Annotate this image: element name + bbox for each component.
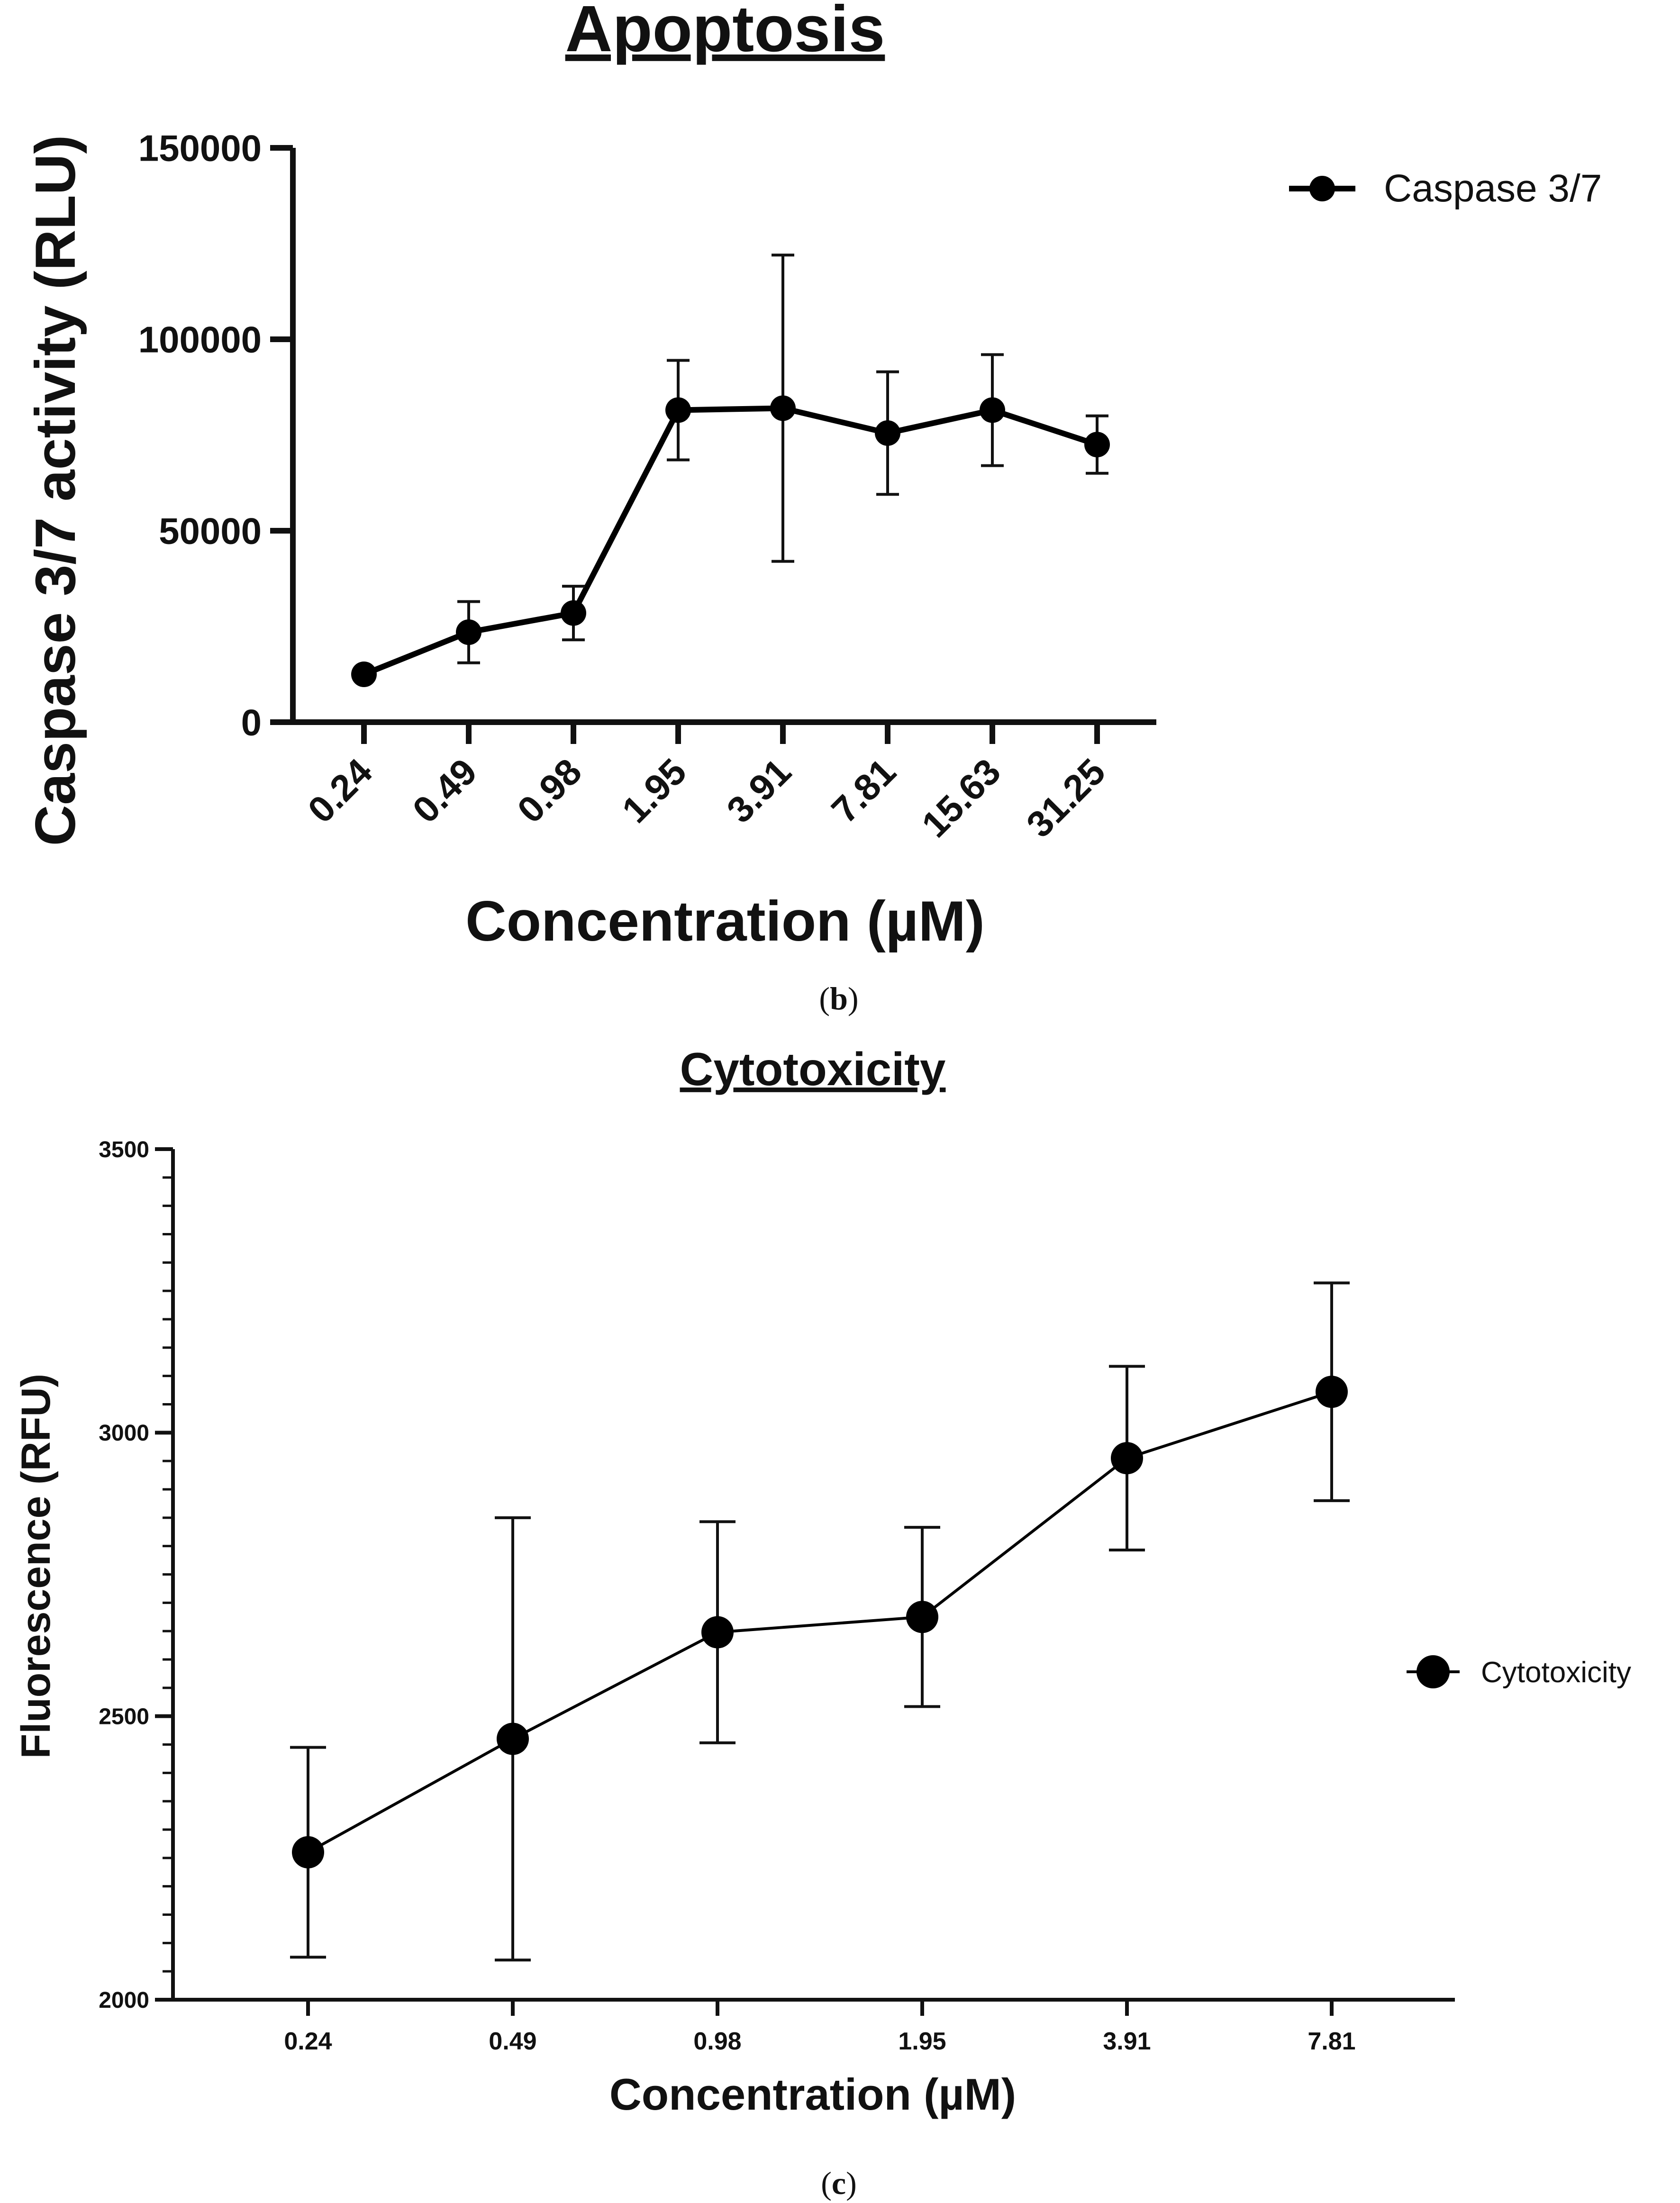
x-tick-label: 0.98 <box>509 751 590 831</box>
x-tick-label: 0.98 <box>693 2028 741 2055</box>
apoptosis-legend: Caspase 3/7 <box>1289 167 1602 210</box>
series-line <box>307 1390 1332 1854</box>
y-tick-label: 2000 <box>99 1988 149 2013</box>
data-point <box>906 1601 938 1633</box>
apoptosis-chart: Apoptosis Caspase 3/7 activity (RLU) Con… <box>24 0 1602 1016</box>
x-tick-label: 31.25 <box>1018 751 1113 845</box>
cytotoxicity-title: Cytotoxicity <box>680 1043 946 1095</box>
data-point <box>980 397 1005 423</box>
cytotoxicity-y-ticks: 2000 2500 3000 3500 <box>99 1137 173 2013</box>
x-tick-label: 1.95 <box>898 2028 946 2055</box>
data-point <box>1316 1376 1348 1408</box>
x-tick-label: 15.63 <box>914 751 1008 845</box>
y-tick-label: 150000 <box>138 127 262 169</box>
data-point <box>1111 1442 1143 1475</box>
x-tick-label: 3.91 <box>718 751 799 831</box>
x-tick-label: 0.24 <box>300 751 380 831</box>
cytotoxicity-x-axis-label: Concentration (µM) <box>609 2069 1016 2119</box>
x-tick-label: 7.81 <box>1308 2028 1355 2055</box>
apoptosis-title: Apoptosis <box>565 0 885 65</box>
apoptosis-x-axis-label: Concentration (µM) <box>465 889 985 953</box>
cytotoxicity-plot-area <box>290 1281 1350 1962</box>
data-point <box>561 600 586 626</box>
data-point <box>665 397 691 423</box>
y-tick-label: 3000 <box>99 1421 149 1446</box>
legend-marker-cytotoxicity <box>1417 1655 1450 1688</box>
y-tick-label: 2500 <box>99 1704 149 1729</box>
data-point <box>770 395 796 421</box>
cytotoxicity-legend: Cytotoxicity <box>1407 1655 1631 1689</box>
data-point <box>292 1836 324 1868</box>
cytotoxicity-x-ticks: 0.24 0.49 0.98 1.95 3.91 7.81 <box>284 2000 1356 2055</box>
data-point <box>875 420 900 446</box>
panel-label-b: (b) <box>819 980 858 1016</box>
y-tick-label: 100000 <box>138 318 262 360</box>
legend-label-caspase: Caspase 3/7 <box>1384 167 1602 210</box>
data-point <box>701 1616 734 1649</box>
data-point <box>497 1723 529 1755</box>
apoptosis-y-axis-label: Caspase 3/7 activity (RLU) <box>24 135 87 846</box>
y-tick-label: 50000 <box>159 510 262 552</box>
data-point <box>1084 432 1110 458</box>
y-tick-label: 3500 <box>99 1137 149 1162</box>
x-tick-label: 7.81 <box>823 751 904 831</box>
y-tick-label: 0 <box>241 701 262 743</box>
x-tick-label: 0.49 <box>404 751 485 831</box>
legend-label-cytotoxicity: Cytotoxicity <box>1481 1656 1631 1689</box>
data-point <box>351 662 377 687</box>
apoptosis-plot-area <box>351 254 1110 687</box>
legend-marker-caspase <box>1309 176 1335 201</box>
panel-label-c: (c) <box>821 2165 857 2201</box>
x-tick-label: 0.24 <box>284 2028 332 2055</box>
cytotoxicity-chart: Cytotoxicity Fluorescence (RFU) Concentr… <box>13 1043 1631 2201</box>
x-tick-label: 0.49 <box>489 2028 536 2055</box>
apoptosis-y-ticks: 0 50000 100000 150000 <box>138 127 293 743</box>
apoptosis-x-ticks: 0.24 0.49 0.98 1.95 3.91 7.81 15.63 31.25 <box>300 722 1113 845</box>
data-point <box>456 619 481 645</box>
x-tick-label: 1.95 <box>614 751 694 831</box>
x-tick-label: 3.91 <box>1103 2028 1151 2055</box>
series-line <box>363 405 1098 677</box>
cytotoxicity-y-axis-label: Fluorescence (RFU) <box>13 1374 59 1759</box>
